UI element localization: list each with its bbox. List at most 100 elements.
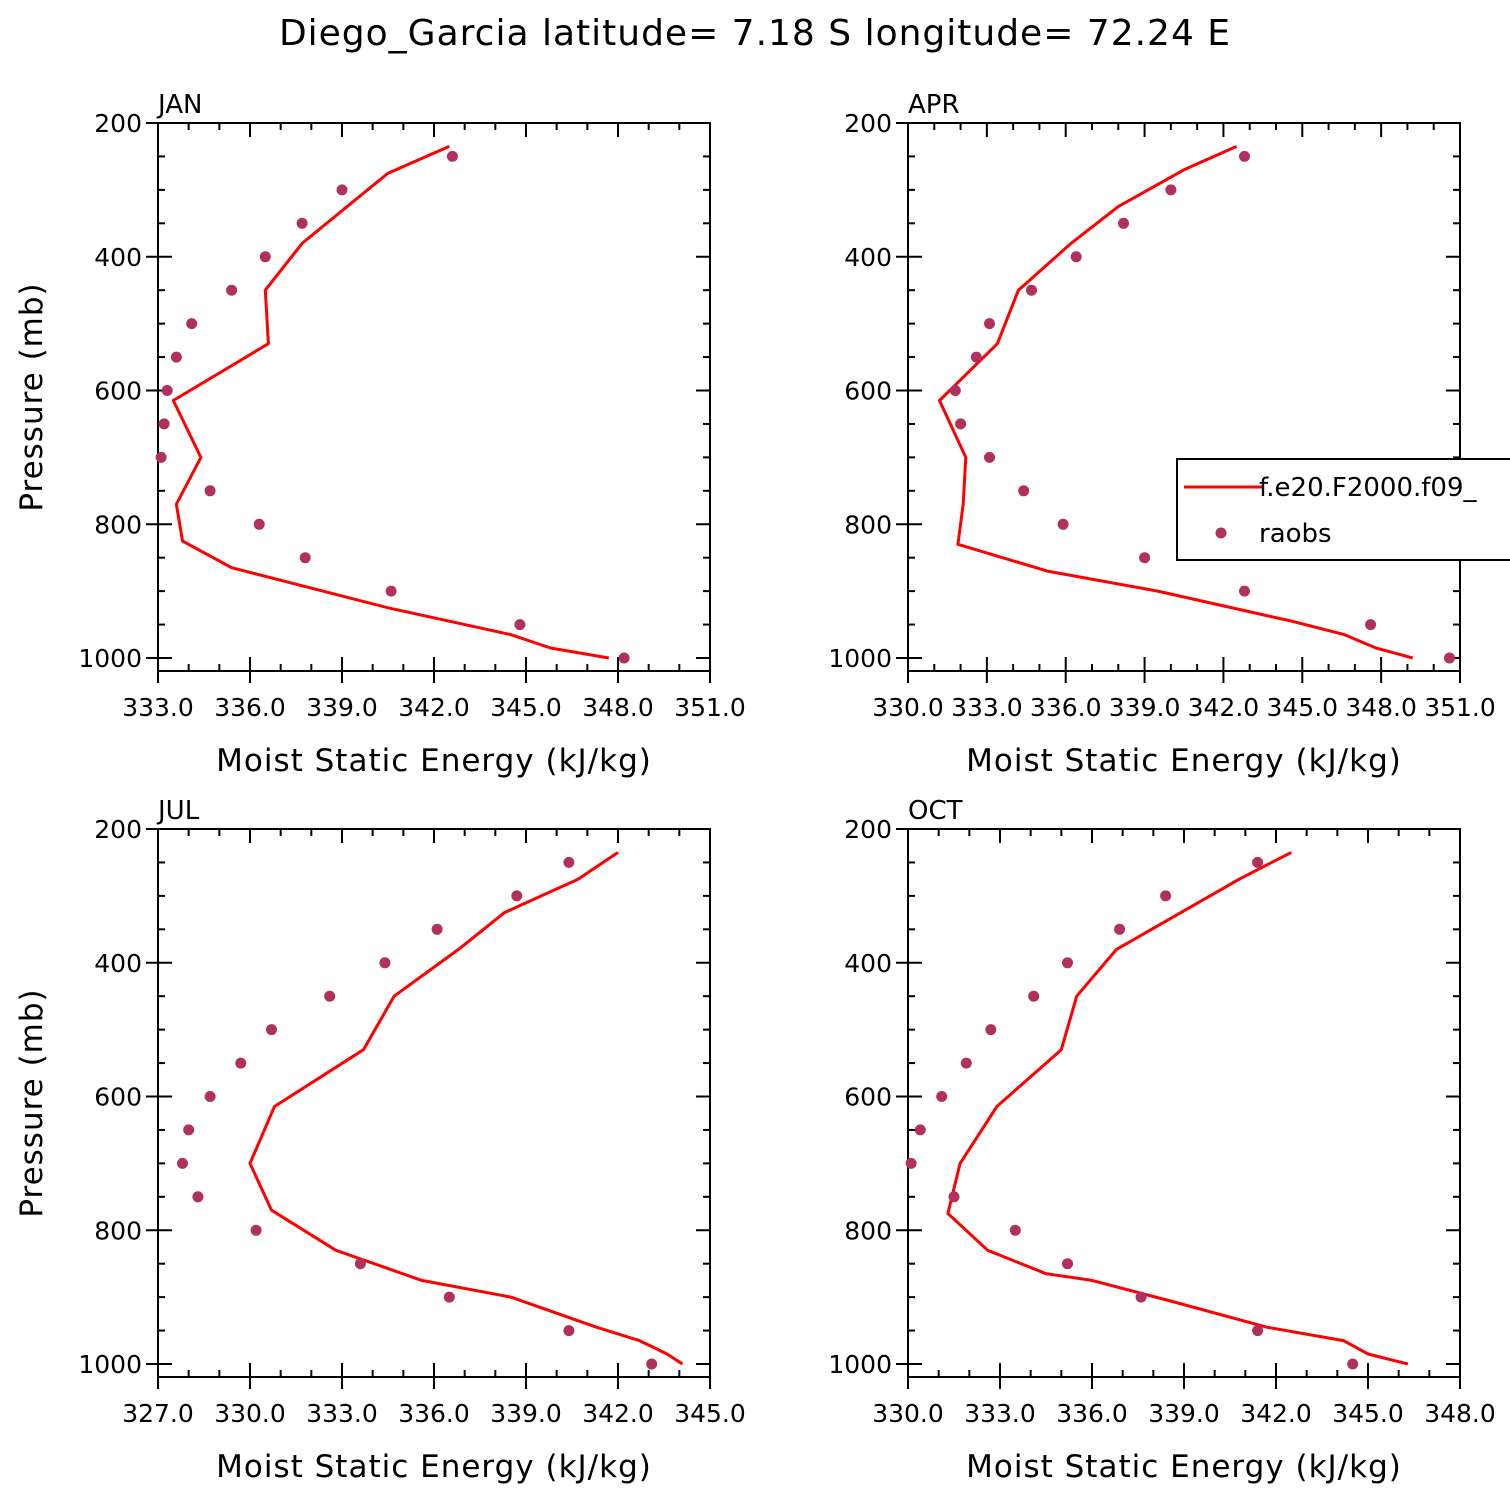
raobs-point bbox=[385, 585, 397, 597]
raobs-point bbox=[324, 990, 336, 1002]
raobs-point bbox=[1028, 990, 1040, 1002]
x-tick-label: 348.0 bbox=[1424, 1399, 1496, 1428]
model-series-line bbox=[938, 145, 1414, 660]
raobs-point bbox=[563, 856, 575, 868]
x-tick-label: 342.0 bbox=[582, 1399, 654, 1428]
raobs-point bbox=[192, 1191, 204, 1203]
y-tick-label: 1000 bbox=[828, 1350, 892, 1379]
raobs-point bbox=[1009, 1224, 1021, 1236]
raobs-point bbox=[1347, 1358, 1359, 1370]
x-axis-title: Moist Static Energy (kJ/kg) bbox=[216, 743, 652, 779]
raobs-point bbox=[984, 318, 995, 330]
raobs-point bbox=[646, 1358, 658, 1370]
x-tick-label: 339.0 bbox=[490, 1399, 562, 1428]
x-tick-label: 348.0 bbox=[582, 693, 654, 722]
y-tick-label: 800 bbox=[844, 1216, 892, 1245]
y-tick-label: 200 bbox=[94, 815, 142, 844]
x-tick-label: 345.0 bbox=[1332, 1399, 1404, 1428]
y-tick-label: 1000 bbox=[828, 644, 892, 673]
x-tick-label: 342.0 bbox=[398, 693, 470, 722]
raobs-point bbox=[354, 1258, 366, 1270]
raobs-point bbox=[1070, 251, 1082, 263]
raobs-point bbox=[186, 318, 198, 330]
raobs-point bbox=[955, 418, 967, 430]
panel-label: JUL bbox=[156, 796, 200, 826]
legend: f.e20.F2000.f09_raobs bbox=[1176, 458, 1510, 561]
model-series-line bbox=[248, 851, 684, 1366]
raobs-point bbox=[443, 1291, 455, 1303]
x-tick-label: 351.0 bbox=[1424, 693, 1496, 722]
raobs-point bbox=[936, 1091, 948, 1102]
x-tick-label: 333.0 bbox=[306, 1399, 378, 1428]
raobs-point bbox=[914, 1124, 926, 1136]
y-ticks bbox=[146, 122, 710, 659]
panel-oct: OCT 200 400 600 800 1000 330.0 333.0 336.0 339.0 3… bbox=[828, 796, 1495, 1485]
raobs-point bbox=[511, 890, 523, 902]
y-axis-title: Pressure (mb) bbox=[14, 282, 50, 511]
raobs-point bbox=[170, 351, 182, 363]
y-axis-title: Pressure (mb) bbox=[14, 988, 50, 1217]
y-tick-label: 600 bbox=[94, 1083, 142, 1112]
y-tick-label: 1000 bbox=[78, 644, 142, 673]
raobs-point bbox=[155, 451, 167, 463]
x-ticks bbox=[907, 829, 1461, 1389]
raobs-point bbox=[1118, 217, 1129, 229]
raobs-point bbox=[250, 1224, 262, 1236]
raobs-point bbox=[949, 385, 961, 396]
x-tick-label: 342.0 bbox=[1188, 693, 1260, 722]
x-tick-label: 339.0 bbox=[1109, 693, 1181, 722]
raobs-point bbox=[1018, 485, 1030, 497]
x-ticks bbox=[157, 829, 711, 1389]
x-tick-label: 333.0 bbox=[122, 693, 194, 722]
raobs-point bbox=[618, 652, 630, 664]
raobs-point bbox=[1239, 150, 1250, 162]
raobs-point bbox=[299, 552, 311, 564]
x-tick-label: 330.0 bbox=[872, 1399, 944, 1428]
x-tick-label: 345.0 bbox=[1266, 693, 1338, 722]
y-tick-label: 400 bbox=[844, 243, 892, 272]
panel-label: OCT bbox=[908, 796, 963, 826]
x-tick-label: 336.0 bbox=[398, 1399, 470, 1428]
raobs-point bbox=[1026, 284, 1037, 296]
raobs-point bbox=[1160, 890, 1172, 902]
y-ticks bbox=[896, 828, 1460, 1365]
raobs-point bbox=[1252, 856, 1264, 868]
raobs-point bbox=[1062, 1258, 1073, 1270]
raobs-point bbox=[1239, 585, 1250, 597]
panel-jan: JAN 200 400 600 800 1000 333.0 336.0 339.0 342.0 3… bbox=[14, 90, 746, 779]
x-axis-title: Moist Static Energy (kJ/kg) bbox=[216, 1449, 652, 1485]
panel-label: JAN bbox=[156, 90, 202, 120]
raobs-point bbox=[563, 1325, 575, 1337]
y-tick-label: 200 bbox=[844, 109, 892, 138]
y-ticks bbox=[146, 828, 710, 1365]
y-tick-label: 200 bbox=[94, 109, 142, 138]
raobs-point bbox=[1365, 619, 1377, 631]
raobs-point bbox=[1252, 1325, 1264, 1337]
y-tick-label: 400 bbox=[94, 949, 142, 978]
raobs-point bbox=[1165, 184, 1177, 196]
raobs-point bbox=[960, 1057, 972, 1069]
y-tick-label: 1000 bbox=[78, 1350, 142, 1379]
legend-box bbox=[1176, 458, 1510, 561]
x-tick-label: 333.0 bbox=[951, 693, 1023, 722]
x-tick-label: 330.0 bbox=[214, 1399, 286, 1428]
y-tick-label: 400 bbox=[94, 243, 142, 272]
x-tick-label: 351.0 bbox=[674, 693, 746, 722]
x-tick-label: 336.0 bbox=[214, 693, 286, 722]
raobs-point bbox=[336, 184, 348, 196]
x-tick-label: 339.0 bbox=[306, 693, 378, 722]
raobs-point bbox=[1062, 957, 1073, 969]
raobs-point bbox=[177, 1157, 188, 1169]
x-tick-label: 348.0 bbox=[1345, 693, 1417, 722]
raobs-point bbox=[204, 1091, 216, 1102]
raobs-point bbox=[431, 923, 443, 935]
x-axis-title: Moist Static Energy (kJ/kg) bbox=[966, 1449, 1402, 1485]
model-series-line bbox=[946, 851, 1409, 1366]
raobs-point bbox=[183, 1124, 195, 1136]
y-tick-label: 200 bbox=[844, 815, 892, 844]
x-tick-label: 327.0 bbox=[122, 1399, 194, 1428]
raobs-point bbox=[1444, 652, 1455, 664]
